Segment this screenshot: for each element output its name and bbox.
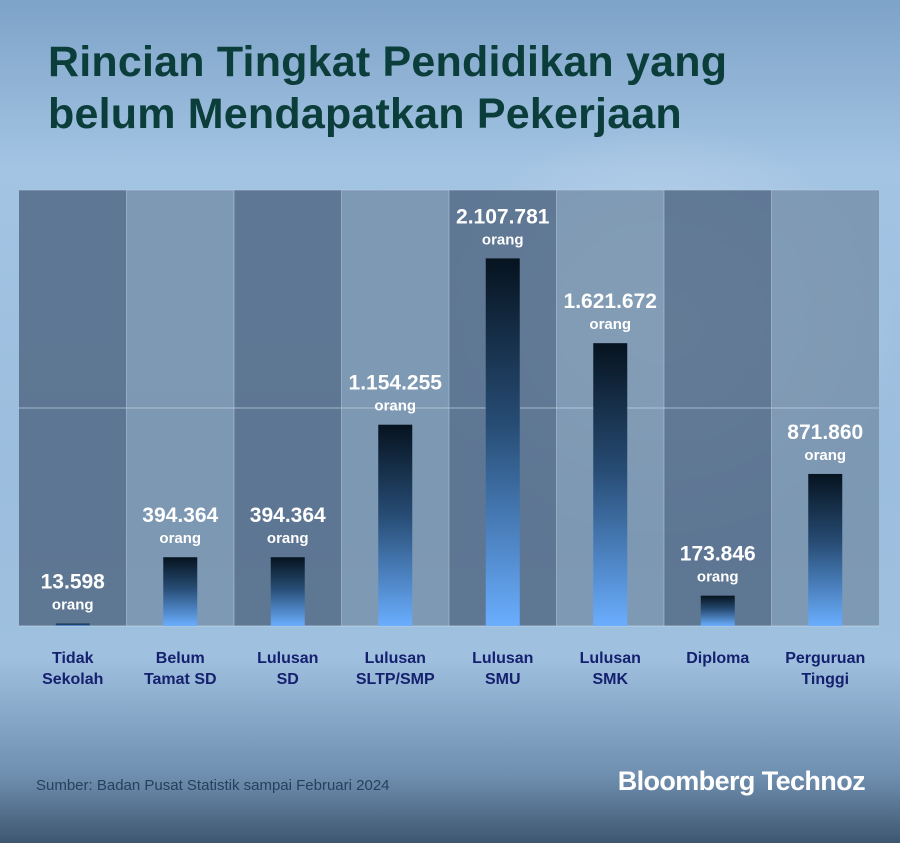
chart-bar xyxy=(593,343,628,626)
category-label: Lulusan xyxy=(580,650,641,667)
bar-unit-label: orang xyxy=(482,231,524,248)
bar-value-label: 394.364 xyxy=(142,504,218,527)
category-label: Sekolah xyxy=(42,671,103,688)
chart-bar xyxy=(163,557,198,626)
category-label: Lulusan xyxy=(365,650,426,667)
chart-bar xyxy=(808,473,843,626)
bar-value-label: 1.621.672 xyxy=(564,290,657,313)
bar-value-label: 173.846 xyxy=(680,543,756,566)
category-label: Tamat SD xyxy=(144,671,217,688)
chart-title: Rincian Tingkat Pendidikan yang belum Me… xyxy=(48,36,868,140)
bar-unit-label: orang xyxy=(52,597,94,614)
category-label: SMU xyxy=(485,671,521,688)
category-label: Diploma xyxy=(686,650,749,667)
category-label: SD xyxy=(277,671,299,688)
bar-value-label: 2.107.781 xyxy=(456,205,550,228)
bar-value-label: 1.154.255 xyxy=(349,372,443,395)
category-label: Lulusan xyxy=(472,650,533,667)
source-note: Sumber: Badan Pusat Statistik sampai Feb… xyxy=(36,777,390,794)
chart-gridlines xyxy=(19,189,879,627)
bar-unit-label: orang xyxy=(267,530,309,547)
brand-logo: Bloomberg Technoz xyxy=(617,766,866,796)
bar-value-label: 871.860 xyxy=(787,421,863,444)
chart-bar xyxy=(700,595,735,626)
chart-title-line-1: Rincian Tingkat Pendidikan yang xyxy=(48,38,728,86)
chart-value-labels: 13.598 orang 394.364 orang 394.364 orang 1.154… xyxy=(41,205,864,613)
bar-unit-label: orang xyxy=(589,316,631,333)
chart-bar xyxy=(270,557,305,626)
bar-value-label: 13.598 xyxy=(41,571,106,594)
category-label: Perguruan xyxy=(785,650,865,667)
bar-unit-label: orang xyxy=(374,398,416,415)
bar-unit-label: orang xyxy=(697,569,739,586)
category-label: Tidak xyxy=(52,650,94,667)
category-label: Lulusan xyxy=(257,650,318,667)
chart-category-labels: Tidak Sekolah Belum Tamat SD Lulusan SD Lulusa… xyxy=(42,650,865,688)
chart-bar xyxy=(55,623,90,626)
category-label: Belum xyxy=(156,650,205,667)
category-label: SMK xyxy=(592,671,628,688)
bar-unit-label: orang xyxy=(804,447,846,464)
category-label: Tinggi xyxy=(801,671,849,688)
chart-title-line-2: belum Mendapatkan Pekerjaan xyxy=(48,90,682,138)
category-label: SLTP/SMP xyxy=(356,671,435,688)
bar-value-label: 394.364 xyxy=(250,504,326,527)
chart-bars xyxy=(55,258,843,626)
chart-bar xyxy=(485,258,520,626)
chart-bar xyxy=(378,424,413,626)
bar-unit-label: orang xyxy=(159,530,201,547)
